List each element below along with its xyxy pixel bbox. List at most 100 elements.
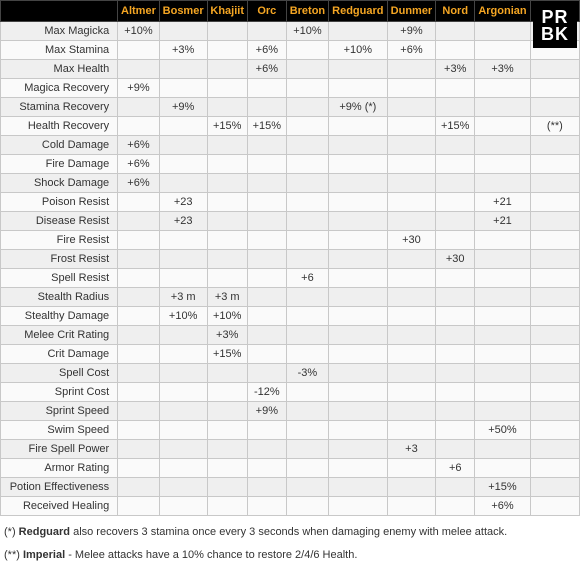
cell	[207, 364, 247, 383]
cell: +21	[475, 212, 531, 231]
cell	[207, 41, 247, 60]
footnotes: (*) Redguard also recovers 3 stamina onc…	[0, 516, 580, 573]
cell	[159, 155, 207, 174]
cell	[387, 79, 436, 98]
cell	[328, 174, 387, 193]
cell	[328, 269, 387, 288]
cell	[530, 307, 579, 326]
cell	[118, 459, 160, 478]
cell	[247, 79, 286, 98]
cell	[159, 136, 207, 155]
cell	[286, 155, 328, 174]
cell	[387, 250, 436, 269]
cell	[328, 497, 387, 516]
table-row: Stamina Recovery+9%+9% (*)	[1, 98, 580, 117]
row-label: Health Recovery	[1, 117, 118, 136]
table-row: Spell Cost-3%	[1, 364, 580, 383]
cell	[286, 288, 328, 307]
row-label: Stealth Radius	[1, 288, 118, 307]
cell	[530, 174, 579, 193]
cell	[530, 326, 579, 345]
cell	[286, 497, 328, 516]
cell	[436, 136, 475, 155]
row-label: Sprint Speed	[1, 402, 118, 421]
cell	[387, 402, 436, 421]
cell	[247, 136, 286, 155]
col-orc: Orc	[247, 1, 286, 22]
cell	[247, 307, 286, 326]
table-row: Fire Spell Power+3	[1, 440, 580, 459]
cell: +10%	[207, 307, 247, 326]
cell	[118, 41, 160, 60]
cell	[118, 212, 160, 231]
cell	[328, 22, 387, 41]
row-label: Poison Resist	[1, 193, 118, 212]
cell	[328, 421, 387, 440]
cell	[387, 497, 436, 516]
cell	[387, 212, 436, 231]
cell	[207, 60, 247, 79]
cell	[207, 193, 247, 212]
cell	[530, 269, 579, 288]
cell	[247, 193, 286, 212]
cell	[475, 307, 531, 326]
cell	[207, 478, 247, 497]
cell	[475, 79, 531, 98]
row-label: Max Magicka	[1, 22, 118, 41]
cell	[207, 421, 247, 440]
cell: +10%	[286, 22, 328, 41]
table-row: Cold Damage+6%	[1, 136, 580, 155]
cell	[286, 421, 328, 440]
cell	[387, 98, 436, 117]
cell	[475, 326, 531, 345]
cell: +6%	[247, 60, 286, 79]
cell	[286, 193, 328, 212]
cell: +30	[436, 250, 475, 269]
row-label: Disease Resist	[1, 212, 118, 231]
cell: +15%	[207, 117, 247, 136]
cell	[159, 402, 207, 421]
cell	[436, 269, 475, 288]
cell	[286, 383, 328, 402]
cell: +3%	[436, 60, 475, 79]
row-label: Spell Resist	[1, 269, 118, 288]
cell	[387, 421, 436, 440]
table-row: Armor Rating+6	[1, 459, 580, 478]
cell	[387, 288, 436, 307]
row-label: Fire Spell Power	[1, 440, 118, 459]
cell	[475, 136, 531, 155]
table-row: Stealthy Damage+10%+10%	[1, 307, 580, 326]
cell	[436, 41, 475, 60]
cell: +6%	[118, 136, 160, 155]
cell	[328, 383, 387, 402]
cell	[475, 117, 531, 136]
cell	[328, 326, 387, 345]
row-label: Fire Resist	[1, 231, 118, 250]
cell: +10%	[118, 22, 160, 41]
cell	[118, 345, 160, 364]
cell: +9%	[387, 22, 436, 41]
cell	[286, 345, 328, 364]
table-row: Health Recovery+15%+15%+15%(**)	[1, 117, 580, 136]
cell	[159, 459, 207, 478]
table-row: Max Health+6%+3%+3%	[1, 60, 580, 79]
cell: +9%	[247, 402, 286, 421]
table-row: Max Magicka+10%+10%+9%	[1, 22, 580, 41]
cell: +3%	[159, 41, 207, 60]
col-khajiit: Khajiit	[207, 1, 247, 22]
cell	[387, 307, 436, 326]
table-row: Sprint Cost-12%	[1, 383, 580, 402]
cell	[159, 250, 207, 269]
cell	[247, 98, 286, 117]
cell	[475, 459, 531, 478]
cell	[207, 79, 247, 98]
cell	[530, 193, 579, 212]
cell	[247, 421, 286, 440]
row-label: Frost Resist	[1, 250, 118, 269]
row-label: Max Stamina	[1, 41, 118, 60]
cell	[475, 231, 531, 250]
cell	[328, 79, 387, 98]
cell	[247, 155, 286, 174]
cell	[387, 478, 436, 497]
footnote-1: (*) Redguard also recovers 3 stamina onc…	[4, 524, 576, 541]
